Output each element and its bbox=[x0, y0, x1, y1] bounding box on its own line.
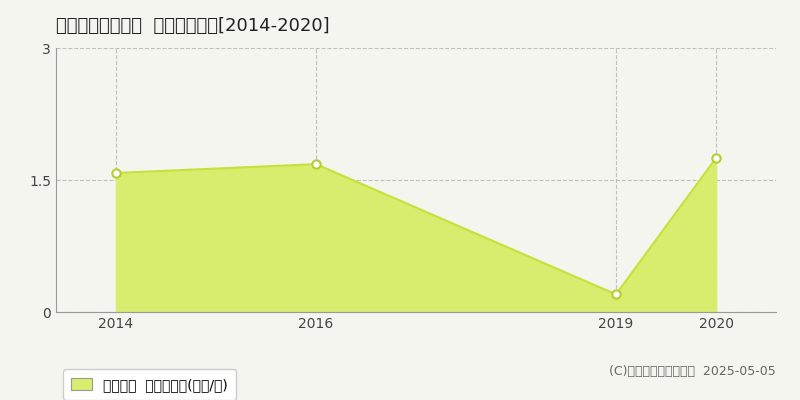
Legend: 土地価格  平均坪単価(万円/坪): 土地価格 平均坪単価(万円/坪) bbox=[63, 370, 236, 400]
Text: (C)土地価格ドットコム  2025-05-05: (C)土地価格ドットコム 2025-05-05 bbox=[610, 365, 776, 378]
Text: 多気郡多気町土羽  土地価格推移[2014-2020]: 多気郡多気町土羽 土地価格推移[2014-2020] bbox=[56, 17, 330, 35]
